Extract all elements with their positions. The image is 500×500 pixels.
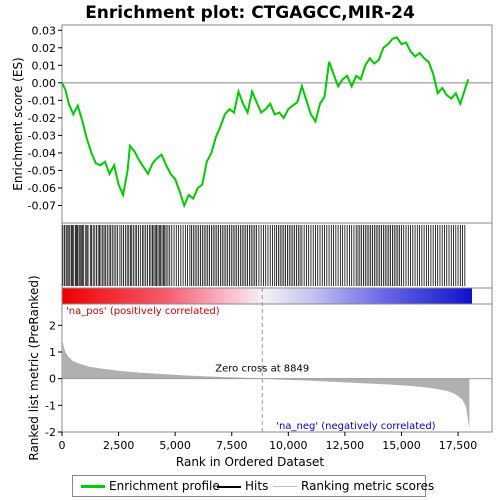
- legend-label: Enrichment profile: [109, 479, 220, 493]
- rank-color-gradient: [62, 288, 472, 304]
- hits-panel: [61, 222, 493, 289]
- x-axis-label: Rank in Ordered Dataset: [176, 455, 324, 469]
- x-axis-ticks: 0 2,500 5,000 7,500 10,000 12,500 15,000 17,500: [59, 432, 478, 452]
- ranked-y-axis-label: Ranked list metric (PreRanked): [27, 275, 41, 460]
- x-tick-label: 10,000: [269, 439, 308, 452]
- es-tick-label: 0.00: [32, 77, 57, 90]
- legend-item-hits: Hits: [217, 479, 268, 493]
- enrichment-profile-line: [61, 36, 470, 209]
- x-tick-label: 0: [59, 439, 66, 452]
- legend-swatch-green-line: [81, 485, 105, 488]
- ranked-panel-frame: [61, 303, 493, 433]
- legend-swatch-gray-line: [273, 486, 297, 487]
- ranked-tick-label: 2: [49, 319, 56, 332]
- es-tick-label: -0.03: [28, 129, 56, 142]
- es-panel-frame: [61, 24, 493, 224]
- x-tick-label: 12,500: [326, 439, 365, 452]
- es-tick-label: -0.01: [28, 94, 56, 107]
- x-tick-label: 7,500: [216, 439, 248, 452]
- rank-color-bar: [61, 287, 493, 305]
- ranked-tick-label: -1: [45, 399, 56, 412]
- legend-item-enrichment-profile: Enrichment profile: [81, 479, 220, 493]
- ranked-y-ticks: 2 1 0 -1 -2: [45, 319, 62, 439]
- ranking-metric-area: [62, 336, 470, 428]
- x-tick-label: 2,500: [103, 439, 135, 452]
- legend: Enrichment profile Hits Ranking metric s…: [72, 475, 434, 497]
- es-panel: 0.03 0.02 0.01 0.00 -0.01 -0.02 -0.03 -0.04 -0.0…: [11, 24, 493, 224]
- legend-swatch-black-line: [217, 485, 241, 488]
- zero-cross-label: Zero cross at 8849: [215, 364, 309, 375]
- es-tick-label: 0.03: [32, 24, 57, 37]
- es-tick-label: -0.05: [28, 164, 56, 177]
- x-tick-label: 15,000: [382, 439, 421, 452]
- hit-lines: [62, 225, 466, 286]
- x-tick-label: 17,500: [439, 439, 478, 452]
- es-tick-label: 0.01: [32, 59, 57, 72]
- es-tick-label: -0.06: [28, 182, 56, 195]
- x-tick-label: 5,000: [159, 439, 191, 452]
- legend-label: Ranking metric scores: [301, 479, 435, 493]
- positive-correlation-label: 'na_pos' (positively correlated): [66, 306, 220, 317]
- es-y-axis-label: Enrichment score (ES): [11, 57, 25, 190]
- es-tick-label: -0.07: [28, 199, 56, 212]
- legend-item-ranking-metric: Ranking metric scores: [273, 479, 434, 493]
- legend-label: Hits: [245, 479, 269, 493]
- ranked-tick-label: 1: [49, 346, 56, 359]
- es-y-ticks: 0.03 0.02 0.01 0.00 -0.01 -0.02 -0.03 -0.04 -0.0…: [28, 24, 62, 212]
- negative-correlation-label: 'na_neg' (negatively correlated): [276, 421, 435, 432]
- ranked-tick-label: 0: [49, 373, 56, 386]
- es-tick-label: -0.02: [28, 112, 56, 125]
- ranked-tick-label: -2: [45, 426, 56, 439]
- es-tick-label: 0.02: [32, 42, 57, 55]
- hits-panel-frame: [61, 222, 493, 289]
- ranked-metric-panel: 2 1 0 -1 -2 Zero cross at 8849 'na_pos' (pos…: [27, 275, 493, 461]
- chart-title: Enrichment plot: CTGAGCC,MIR-24: [85, 3, 415, 23]
- es-tick-label: -0.04: [28, 147, 56, 160]
